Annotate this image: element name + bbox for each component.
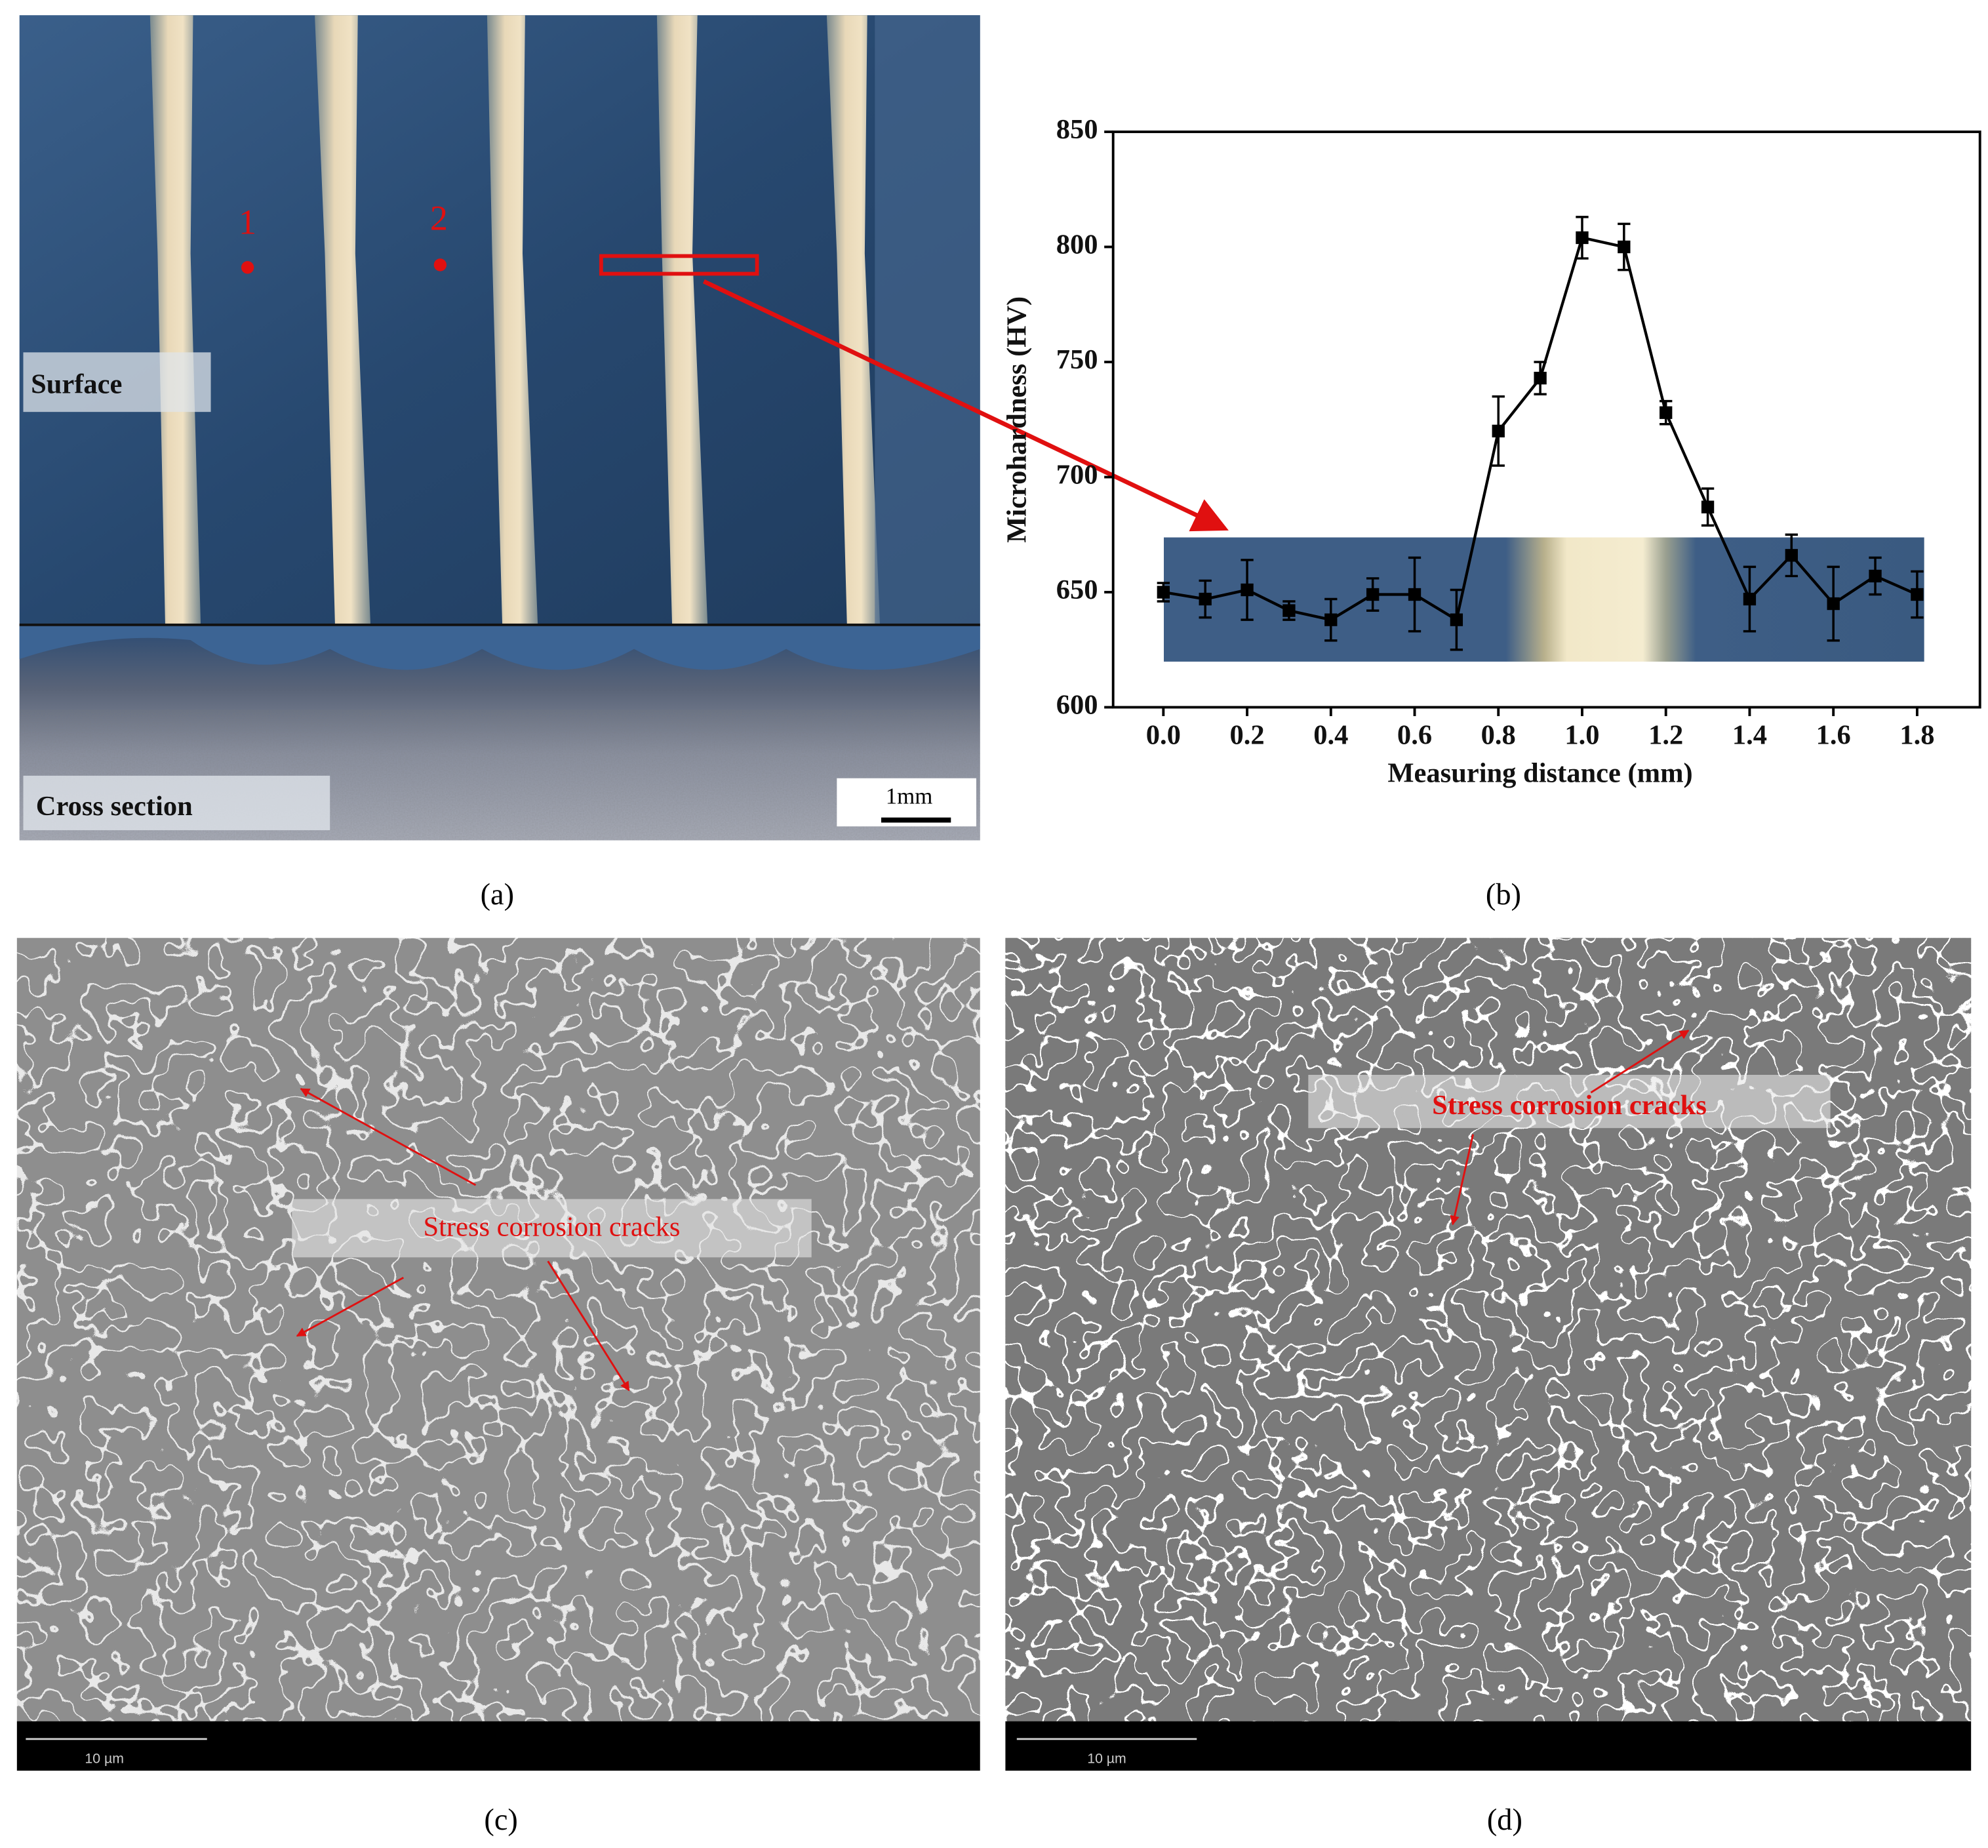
data-point	[1408, 588, 1421, 601]
x-tick-label: 1.0	[1564, 720, 1599, 751]
annotation: Stress corrosion cracks	[423, 1212, 680, 1243]
scale-label: 1mm	[886, 784, 933, 809]
weld-bands	[149, 15, 980, 625]
caption: (a)	[481, 878, 514, 912]
x-tick-label: 0.8	[1481, 720, 1516, 751]
label-box	[23, 352, 211, 412]
data-point	[1660, 406, 1673, 419]
cross-section-label: Cross section	[36, 791, 193, 822]
info-bar	[16, 1721, 980, 1771]
data-point	[1324, 613, 1338, 626]
y-tick-label: 600	[1056, 689, 1098, 720]
point-marker	[241, 261, 254, 274]
data-point	[1869, 569, 1882, 583]
data-point	[1450, 613, 1463, 626]
panel-d: 10 µm Stress corrosion cracks (d)	[1005, 938, 1972, 1837]
y-tick-label: 850	[1056, 114, 1098, 145]
data-point	[1282, 604, 1296, 617]
point-label: 2	[430, 199, 448, 238]
annotation-arrow	[300, 1087, 477, 1186]
data-point	[1743, 592, 1757, 606]
x-tick-label: 0.6	[1397, 720, 1432, 751]
point-marker	[433, 258, 447, 271]
y-tick-label: 650	[1056, 574, 1098, 605]
data-point	[1366, 588, 1380, 601]
scale-label: 10 µm	[85, 1750, 124, 1766]
label-box	[1308, 1075, 1831, 1129]
annotation-arrow	[296, 1276, 405, 1337]
label-box	[292, 1199, 812, 1258]
caption: (c)	[484, 1803, 517, 1837]
surface-label: Surface	[31, 369, 122, 399]
scale-label: 10 µm	[1087, 1750, 1126, 1766]
inset-image	[1163, 537, 1924, 662]
zoom-box	[599, 254, 759, 276]
data-point	[1785, 549, 1798, 562]
panel-a: 1 2 Surface Cross section 1mm (a)	[19, 15, 1229, 912]
point-label: 1	[239, 202, 256, 241]
weld-profile	[19, 624, 980, 670]
info-bar	[1005, 1721, 1972, 1771]
x-tick-label: 1.4	[1732, 720, 1767, 751]
data-point	[1827, 597, 1840, 611]
zoom-arrow	[702, 279, 1229, 532]
sem-texture	[1005, 938, 1972, 1721]
x-tick-label: 1.8	[1899, 720, 1934, 751]
panel-b: Measuring distance (mm) Microhardness (H…	[1001, 114, 1981, 912]
data-point	[1701, 500, 1715, 513]
annotation: Stress corrosion cracks	[1432, 1090, 1707, 1121]
caption: (b)	[1486, 878, 1521, 912]
y-axis-label: Microhardness (HV)	[1001, 296, 1032, 543]
y-tick-label: 750	[1056, 344, 1098, 375]
annotation-arrow	[547, 1260, 630, 1392]
annotation-arrow	[1590, 1030, 1690, 1094]
x-tick-label: 0.2	[1229, 720, 1264, 751]
sem-texture	[16, 938, 980, 1721]
panel-c: 10 µm Stress corrosion cracks (c)	[16, 938, 980, 1837]
data-point	[1618, 240, 1631, 254]
data-point	[1241, 583, 1254, 597]
data-point	[1576, 231, 1589, 245]
data-point	[1157, 586, 1170, 599]
data-point	[1534, 371, 1547, 385]
x-axis-label: Measuring distance (mm)	[1387, 758, 1692, 789]
x-tick-label: 1.2	[1648, 720, 1683, 751]
label-box	[23, 775, 330, 830]
data-point	[1199, 592, 1212, 606]
x-tick-label: 0.4	[1313, 720, 1348, 751]
plot-frame	[1111, 131, 1981, 709]
y-tick-label: 700	[1056, 459, 1098, 490]
data-point	[1492, 424, 1505, 437]
x-tick-label: 1.6	[1816, 720, 1851, 751]
y-tick-label: 800	[1056, 229, 1098, 260]
caption: (d)	[1487, 1803, 1522, 1837]
data-point	[1911, 588, 1924, 601]
annotation-arrow	[1450, 1134, 1475, 1226]
x-tick-label: 0.0	[1146, 720, 1181, 751]
